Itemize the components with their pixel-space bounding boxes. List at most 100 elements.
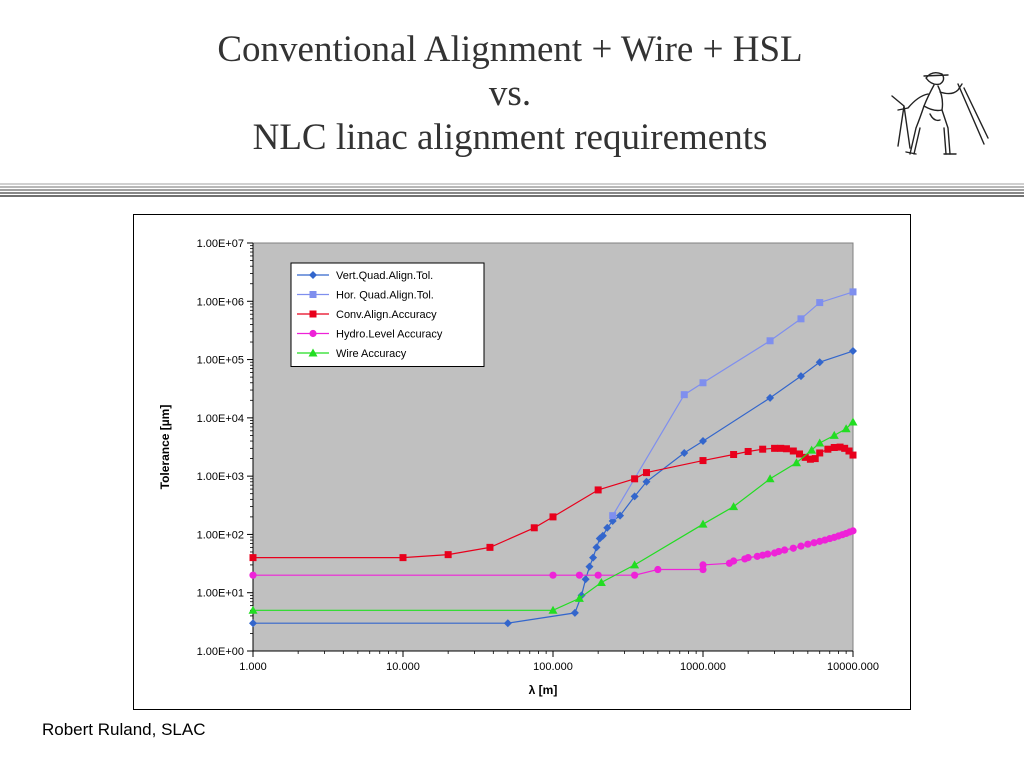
data-point <box>309 310 317 318</box>
data-point <box>797 315 805 323</box>
data-point <box>806 455 814 463</box>
series-1 <box>249 347 857 628</box>
data-point <box>753 552 761 560</box>
legend-label: Conv.Align.Accuracy <box>336 309 437 321</box>
data-point <box>791 458 801 467</box>
data-point <box>630 492 639 501</box>
data-point <box>631 571 639 579</box>
series-4 <box>249 527 857 579</box>
slide-title: Conventional Alignment + Wire + HSL vs. … <box>100 28 920 160</box>
data-point <box>807 445 817 454</box>
y-tick-label: 1.00E+06 <box>197 296 244 308</box>
data-point <box>829 430 839 439</box>
x-tick-label: 1.000 <box>239 661 267 673</box>
data-point <box>764 550 772 558</box>
data-point <box>815 358 824 367</box>
legend-label: Hydro.Level Accuracy <box>336 329 443 341</box>
data-point <box>699 457 707 465</box>
data-point <box>730 557 738 565</box>
data-point <box>592 543 601 552</box>
data-point <box>816 449 824 457</box>
legend-label: Hor. Quad.Align.Tol. <box>336 290 434 302</box>
data-point <box>699 437 707 446</box>
data-point <box>609 512 617 520</box>
footer-author: Robert Ruland, SLAC <box>42 720 206 739</box>
data-point <box>575 571 584 579</box>
data-point <box>777 444 785 452</box>
data-point <box>766 337 774 345</box>
surveyor-clipart-icon <box>891 71 989 155</box>
x-tick-label: 10.000 <box>386 661 420 673</box>
data-point <box>781 546 789 554</box>
data-point <box>680 448 689 457</box>
data-point <box>830 444 838 452</box>
data-point <box>744 447 752 455</box>
data-point <box>699 561 707 569</box>
data-point <box>841 424 851 433</box>
data-point <box>596 577 606 586</box>
data-point <box>729 502 739 511</box>
data-point <box>841 444 849 452</box>
data-point <box>585 562 594 571</box>
data-point <box>486 543 494 551</box>
data-point <box>810 539 818 547</box>
data-point <box>249 554 257 562</box>
y-tick-label: 1.00E+04 <box>197 413 244 425</box>
data-point <box>248 605 258 614</box>
data-point <box>309 329 317 338</box>
data-point <box>680 391 688 399</box>
chart-frame: 1.00E+00 1.00E+01 1.00E+02 1.00E+03 1.00E+04… <box>133 214 911 710</box>
data-point <box>549 513 557 521</box>
data-point <box>849 347 857 356</box>
y-tick-label: 1.00E+05 <box>197 355 244 367</box>
data-point <box>771 444 779 452</box>
data-point <box>797 542 805 550</box>
data-point <box>796 450 804 458</box>
data-point <box>782 445 790 453</box>
data-point <box>581 575 590 584</box>
x-axis-title: λ [m] <box>529 683 558 697</box>
data-point <box>309 271 317 279</box>
y-axis-title: Tolerance [µm] <box>158 405 172 490</box>
data-point <box>811 455 819 463</box>
legend-box <box>290 262 485 367</box>
legend-label: Wire Accuracy <box>336 348 407 360</box>
data-point <box>630 560 640 569</box>
data-point <box>849 527 857 535</box>
legend-label: Vert.Quad.Align.Tol. <box>336 270 433 282</box>
data-point <box>730 451 738 459</box>
data-point <box>845 447 853 455</box>
data-point <box>849 288 857 296</box>
data-point <box>589 553 598 562</box>
data-point <box>654 565 662 574</box>
y-tick-label: 1.00E+03 <box>197 471 244 483</box>
data-point <box>789 447 797 455</box>
data-point <box>503 619 512 628</box>
title-line-3: NLC linac alignment requirements <box>252 117 768 158</box>
data-point <box>765 474 775 483</box>
series-2 <box>609 288 857 520</box>
title-line-2: vs. <box>488 73 532 114</box>
data-point <box>549 571 557 579</box>
tolerance-chart: 1.00E+00 1.00E+01 1.00E+02 1.00E+03 1.00E+04… <box>158 238 879 697</box>
data-point <box>815 438 825 447</box>
chart-legend: Vert.Quad.Align.Tol. Hor. Quad.Align.Tol.… <box>290 262 485 367</box>
data-point <box>698 519 708 528</box>
data-point <box>642 469 650 477</box>
y-tick-label: 1.00E+07 <box>197 238 244 250</box>
data-point <box>249 619 257 628</box>
data-point <box>848 417 858 426</box>
title-divider <box>0 183 1024 197</box>
data-point <box>804 540 812 548</box>
data-point <box>570 608 579 617</box>
data-point <box>309 291 317 298</box>
data-point <box>631 475 639 483</box>
y-tick-label: 1.00E+00 <box>197 646 244 658</box>
data-point <box>824 445 832 453</box>
data-point <box>594 571 602 579</box>
data-point <box>444 551 452 559</box>
data-point <box>530 524 538 532</box>
data-point <box>598 531 607 540</box>
data-point <box>744 554 752 562</box>
data-point <box>548 605 558 614</box>
